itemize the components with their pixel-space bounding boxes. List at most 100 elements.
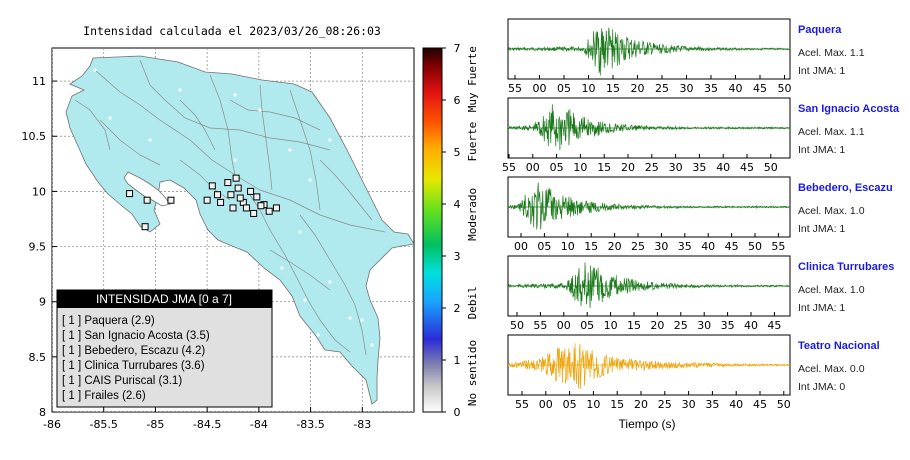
colorbar-category-label: Debil xyxy=(466,286,479,319)
station-marker xyxy=(272,204,280,212)
legend-item: [ 1 ] CAIS Puriscal (3.1) xyxy=(62,375,182,387)
map-y-tick-label: 8.5 xyxy=(29,351,47,364)
station-marker xyxy=(208,182,216,190)
map-x-tick-label: -84.5 xyxy=(193,418,221,431)
waveform-x-tick-label: 10 xyxy=(561,240,575,253)
station-marker xyxy=(167,196,175,204)
waveform-panel: 55 00 05 10 15 20 25 30 35 40 45 50 San Ignacio Acos… xyxy=(502,97,900,174)
legend-item: [ 1 ] Paquera (2.9) xyxy=(62,315,155,327)
colorbar-category-label: Muy Fuerte xyxy=(466,46,479,112)
station-marker xyxy=(257,202,265,210)
station-marker xyxy=(232,174,240,182)
map-y-tick-label: 10 xyxy=(32,185,46,198)
time-axis-label: Tiempo (s) xyxy=(619,417,676,431)
waveform-x-tick-label: 40 xyxy=(729,82,743,95)
waveform-x-tick-label: 55 xyxy=(515,398,529,411)
colorbar-tick-label: 2 xyxy=(454,302,461,315)
jma-intensity: Int JMA: 1 xyxy=(798,302,845,314)
legend-background xyxy=(56,289,273,408)
station-marker xyxy=(247,187,255,195)
waveform-x-tick-label: 05 xyxy=(580,319,594,332)
waveform-x-tick-label: 50 xyxy=(510,319,524,332)
waveform-x-tick-label: 00 xyxy=(514,240,528,253)
waveform-x-tick-label: 55 xyxy=(508,82,522,95)
max-acceleration: Acel. Max. 1.0 xyxy=(798,205,865,217)
legend-header: INTENSIDAD JMA [0 a 7] xyxy=(96,292,232,306)
waveform-x-tick-label: 30 xyxy=(680,82,694,95)
waveform-x-tick-label: 45 xyxy=(740,161,754,174)
waveform-x-tick-label: 40 xyxy=(744,319,758,332)
costa-rica-land xyxy=(65,55,414,405)
waveform-x-tick-label: 50 xyxy=(764,161,778,174)
waveform-x-tick-label: 25 xyxy=(658,398,672,411)
town-markers xyxy=(93,68,374,347)
waveform-x-tick-label: 05 xyxy=(563,398,577,411)
station-marker xyxy=(265,207,273,215)
colorbar-tick-label: 4 xyxy=(454,198,461,211)
waveform-x-tick-label: 25 xyxy=(631,240,645,253)
waveform-x-tick-label: 50 xyxy=(748,240,762,253)
waveform-x-tick-label: 40 xyxy=(716,161,730,174)
waveform-trace xyxy=(507,262,791,308)
max-acceleration: Acel. Max. 1.1 xyxy=(798,47,865,59)
station-marker xyxy=(234,184,242,192)
colorbar-tick-label: 1 xyxy=(454,354,461,367)
waveform-panel: 00 05 10 15 20 25 30 35 40 45 50 55 Bebedero, Escazu… xyxy=(507,176,893,253)
waveform-x-tick-label: 00 xyxy=(533,82,547,95)
waveform-x-tick-label: 20 xyxy=(621,161,635,174)
waveform-trace xyxy=(507,343,791,390)
waveform-x-tick-label: 00 xyxy=(557,319,571,332)
waveform-x-tick-label: 40 xyxy=(701,240,715,253)
map-x-tick-label: -86 xyxy=(43,418,61,431)
waveform-panels: 55 00 05 10 15 20 25 30 35 40 45 50 Paquera Acel. Max… xyxy=(502,18,900,411)
waveform-x-tick-label: 40 xyxy=(729,398,743,411)
waveform-x-tick-label: 10 xyxy=(582,82,596,95)
colorbar-category-label: Moderado xyxy=(466,188,479,241)
waveform-x-tick-label: 35 xyxy=(692,161,706,174)
station-marker xyxy=(224,179,232,187)
waveform-x-tick-label: 35 xyxy=(705,398,719,411)
station-marker xyxy=(143,196,151,204)
waveform-x-tick-label: 15 xyxy=(610,398,624,411)
colorbar: 0 1 2 3 4 5 6 7 No sentido Debil Moderado Fuerte Mu… xyxy=(422,42,479,419)
legend-item: [ 1 ] Frailes (2.6) xyxy=(62,390,146,402)
waveform-x-tick-label: 35 xyxy=(678,240,692,253)
waveform-panel: 55 00 05 10 15 20 25 30 35 40 45 50 Teatro Nacional A… xyxy=(507,334,880,411)
waveform-x-tick-label: 10 xyxy=(586,398,600,411)
map-y-tick-label: 8 xyxy=(39,406,46,419)
waveform-x-tick-label: 00 xyxy=(526,161,540,174)
map-x-tick-label: -85 xyxy=(146,418,164,431)
jma-intensity: Int JMA: 0 xyxy=(798,381,845,393)
station-marker xyxy=(236,194,244,202)
figure-title: Intensidad calculada el 2023/03/26_08:26… xyxy=(83,24,381,38)
waveform-x-tick-label: 10 xyxy=(573,161,587,174)
map-axis-ticks: -86 -85.5 -85 -84.5 -84 -83.5 -83 11 10.5 10 9.5 9 8… xyxy=(22,75,372,431)
colorbar-category-labels: No sentido Debil Moderado Fuerte Muy Fuerte xyxy=(466,46,479,406)
waveform-x-tick-label: 20 xyxy=(650,319,664,332)
station-marker xyxy=(253,193,261,201)
waveform-x-tick-label: 10 xyxy=(604,319,618,332)
waveform-x-tick-label: 05 xyxy=(557,82,571,95)
station-marker xyxy=(229,204,237,212)
waveform-x-tick-label: 50 xyxy=(778,82,792,95)
waveform-x-tick-label: 25 xyxy=(655,82,669,95)
colorbar-tick-label: 7 xyxy=(454,42,461,55)
legend-item: [ 1 ] Bebedero, Escazu (4.2) xyxy=(62,345,205,357)
waveform-x-tick-label: 35 xyxy=(704,82,718,95)
waveform-x-tick-label: 30 xyxy=(682,398,696,411)
colorbar-ticks: 0 1 2 3 4 5 6 7 xyxy=(442,42,461,419)
waveform-x-tick-label: 25 xyxy=(645,161,659,174)
station-marker xyxy=(227,191,235,199)
waveform-x-tick-label: 45 xyxy=(753,398,767,411)
waveform-x-tick-label: 30 xyxy=(654,240,668,253)
waveform-x-tick-label: 15 xyxy=(627,319,641,332)
waveform-trace xyxy=(507,104,791,151)
station-marker xyxy=(250,209,258,217)
waveform-x-tick-label: 00 xyxy=(539,398,553,411)
waveform-x-tick-label: 20 xyxy=(608,240,622,253)
map-y-tick-label: 9.5 xyxy=(29,241,47,254)
station-markers xyxy=(126,174,280,231)
map-x-tick-label: -83 xyxy=(353,418,371,431)
waveform-x-tick-label: 45 xyxy=(753,82,767,95)
map-x-tick-label: -84 xyxy=(250,418,268,431)
